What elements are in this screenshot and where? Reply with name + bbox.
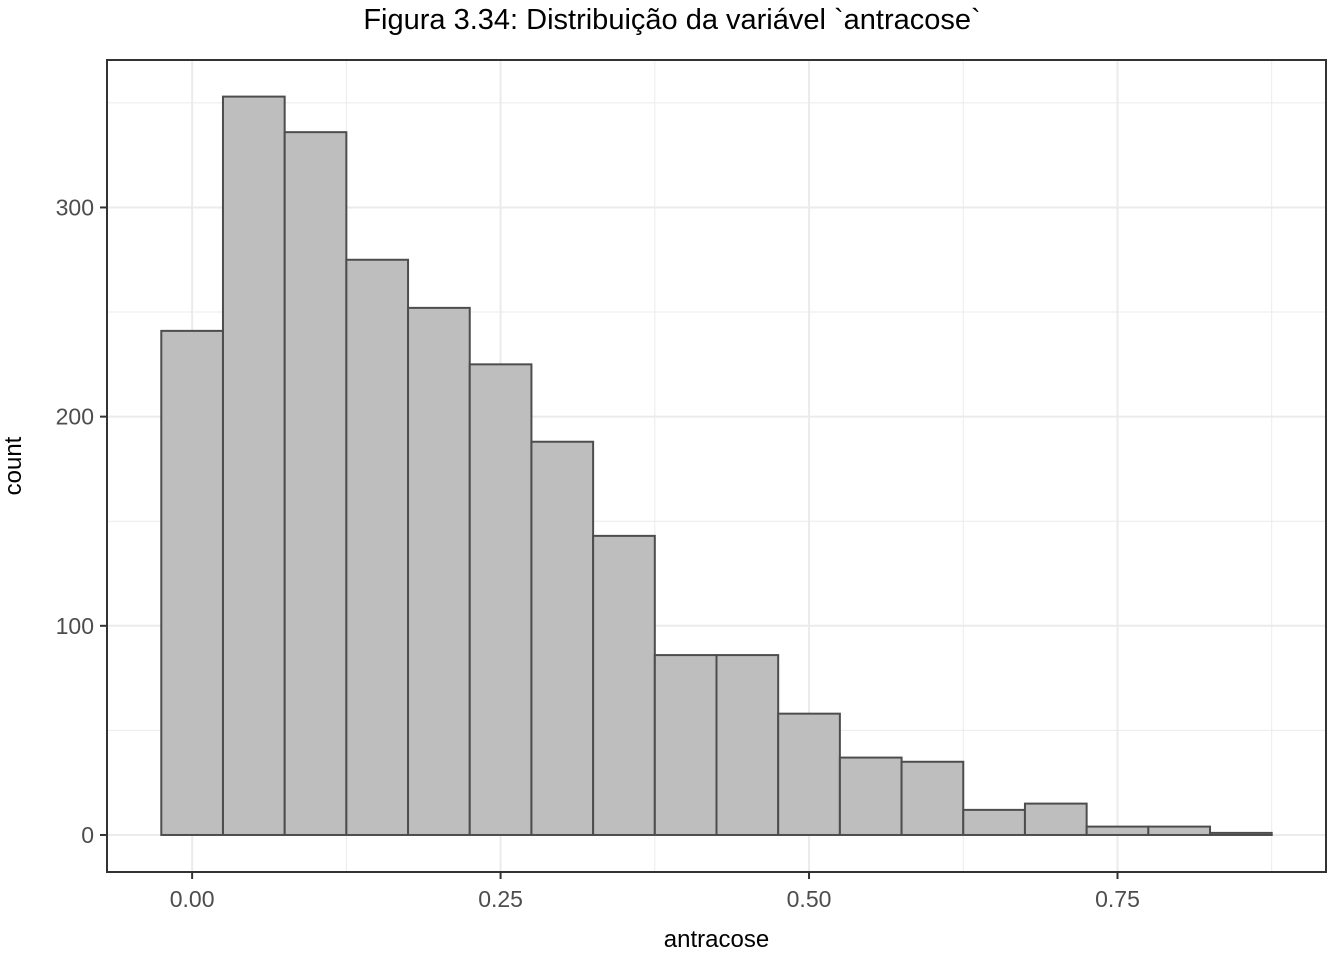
x-tick-label: 0.50	[787, 886, 832, 912]
histogram-bar	[1209, 831, 1273, 836]
histogram-bar	[530, 440, 595, 836]
histogram-bar	[1085, 825, 1150, 836]
panel-border	[106, 59, 1327, 873]
histogram-bar	[592, 534, 656, 836]
y-tick-label: 100	[56, 613, 94, 639]
histogram-bar	[468, 363, 533, 836]
y-tick-label: 300	[56, 194, 94, 220]
y-axis-label: count	[0, 436, 27, 496]
histogram-bar	[962, 808, 1026, 836]
histogram-bar	[777, 712, 841, 836]
histogram-bar	[653, 654, 718, 836]
histogram-bar	[283, 131, 348, 836]
x-tick-label: 0.00	[170, 886, 215, 912]
chart-title: Figura 3.34: Distribuição da variável `a…	[363, 4, 981, 36]
histogram-bar	[715, 654, 780, 836]
histogram-bar	[1023, 802, 1088, 836]
histogram-bar	[345, 258, 410, 836]
histogram-bar	[900, 760, 965, 836]
x-tick-label: 0.75	[1095, 886, 1140, 912]
y-tick-label: 0	[81, 822, 94, 848]
x-tick-label: 0.25	[478, 886, 523, 912]
histogram-bar	[221, 95, 286, 836]
histogram-bar	[407, 306, 471, 836]
histogram-bar	[1147, 825, 1212, 836]
y-tick-label: 200	[56, 404, 94, 430]
histogram-bar	[838, 756, 903, 836]
histogram-bar	[160, 329, 224, 836]
x-axis-label: antracose	[663, 926, 770, 953]
